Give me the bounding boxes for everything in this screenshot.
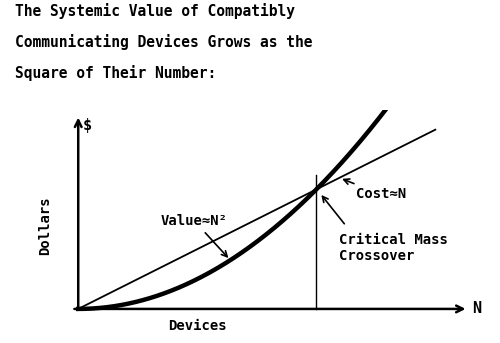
Text: Cost≈N: Cost≈N bbox=[344, 179, 406, 201]
Text: Critical Mass
Crossover: Critical Mass Crossover bbox=[340, 233, 448, 263]
Text: Square of Their Number:: Square of Their Number: bbox=[15, 65, 216, 81]
Text: Devices: Devices bbox=[168, 319, 226, 332]
Text: N: N bbox=[472, 301, 481, 317]
Text: The Systemic Value of Compatibly: The Systemic Value of Compatibly bbox=[15, 3, 295, 20]
Text: Dollars: Dollars bbox=[38, 197, 52, 255]
Text: $: $ bbox=[83, 118, 92, 133]
Text: Value≈N²: Value≈N² bbox=[161, 214, 228, 257]
Text: Communicating Devices Grows as the: Communicating Devices Grows as the bbox=[15, 34, 312, 50]
